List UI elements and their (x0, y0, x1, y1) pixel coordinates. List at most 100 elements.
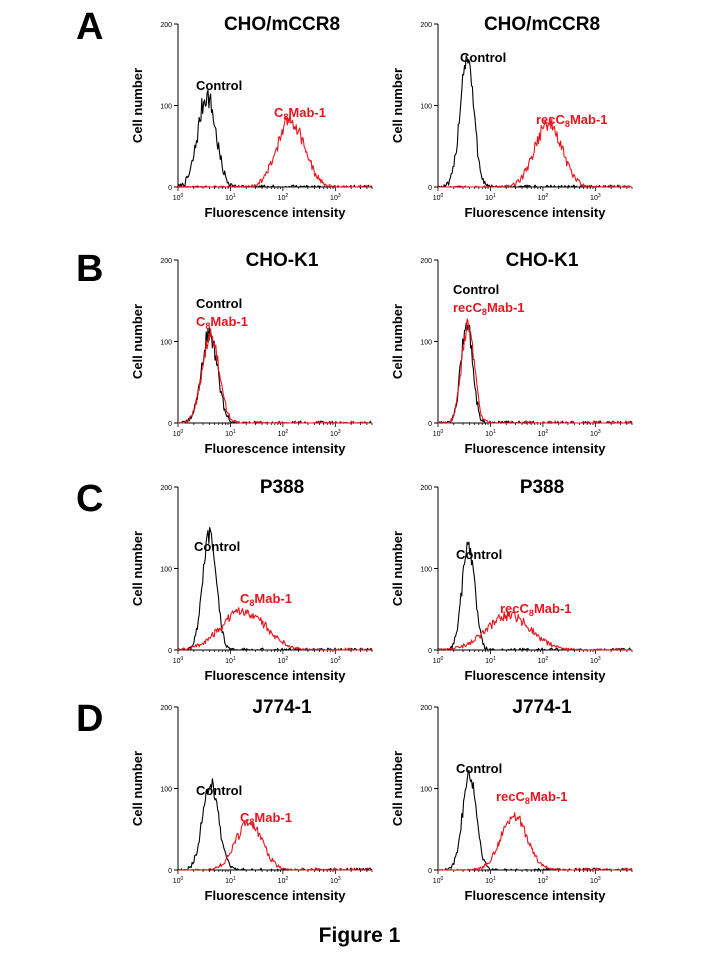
y-tick-label: 200 (420, 258, 432, 265)
x-tick-label: 101 (225, 656, 236, 665)
x-tick-label: 100 (173, 429, 184, 438)
legend-antibody: recC8Mab-1 (496, 789, 568, 806)
series-line-antibody (438, 318, 633, 424)
legend-control: Control (196, 296, 242, 311)
x-axis-label: Fluorescence intensity (465, 441, 607, 456)
y-tick-label: 200 (160, 705, 172, 712)
y-axis-label: Cell number (130, 751, 145, 826)
y-tick-label: 200 (420, 705, 432, 712)
x-tick-label: 101 (485, 876, 496, 885)
x-axis-label: Fluorescence intensity (205, 888, 347, 903)
x-tick-label: 100 (173, 193, 184, 202)
x-tick-label: 101 (485, 656, 496, 665)
legend-antibody: C8Mab-1 (240, 810, 292, 827)
series-line-antibody (178, 328, 372, 424)
series-line-antibody (438, 812, 633, 871)
y-axis-label: Cell number (130, 68, 145, 143)
y-tick-label: 0 (168, 868, 172, 875)
chart-title: CHO/mCCR8 (484, 14, 600, 35)
x-tick-label: 103 (330, 876, 341, 885)
x-tick-label: 102 (538, 656, 549, 665)
histogram-d-right: 0 100 200 100 101 102 103 Fluorescence intensit… (360, 693, 660, 923)
x-axis-label: Fluorescence intensity (205, 441, 347, 456)
y-tick-label: 0 (168, 421, 172, 428)
chart-title: J774-1 (252, 697, 312, 718)
legend-antibody: C8Mab-1 (240, 591, 292, 608)
series-line-control (438, 322, 633, 424)
y-axis-label: Cell number (130, 304, 145, 379)
x-tick-label: 100 (173, 656, 184, 665)
legend-control: Control (460, 50, 506, 65)
y-tick-label: 200 (160, 22, 172, 29)
panel-letter-d: D (76, 698, 104, 740)
series-line-antibody (177, 607, 373, 651)
panel-letter-c: C (76, 478, 104, 520)
y-tick-label: 100 (160, 104, 172, 111)
x-tick-label: 102 (278, 876, 289, 885)
histogram-c-left: 0 100 200 100 101 102 103 Fluorescence intensit… (100, 473, 400, 703)
x-tick-label: 102 (538, 876, 549, 885)
panel-letter-b: B (76, 248, 104, 290)
y-axis-label: Cell number (130, 531, 145, 606)
series-line-control (437, 55, 632, 188)
legend-antibody: recC8Mab-1 (453, 300, 525, 317)
chart-title: J774-1 (512, 697, 572, 718)
y-tick-label: 0 (428, 185, 432, 192)
y-tick-label: 200 (420, 22, 432, 29)
histogram-a-right: 0 100 200 100 101 102 103 Fluorescence intensit… (360, 10, 660, 240)
x-axis-label: Fluorescence intensity (205, 205, 347, 220)
x-tick-label: 103 (330, 193, 341, 202)
chart-title: P388 (260, 477, 304, 498)
x-tick-label: 103 (330, 656, 341, 665)
x-tick-label: 102 (538, 429, 549, 438)
y-tick-label: 100 (420, 340, 432, 347)
legend-control: Control (456, 761, 502, 776)
y-tick-label: 100 (160, 567, 172, 574)
y-axis-label: Cell number (390, 751, 405, 826)
x-tick-label: 102 (278, 656, 289, 665)
y-axis-label: Cell number (390, 68, 405, 143)
x-axis-label: Fluorescence intensity (205, 668, 347, 683)
x-tick-label: 100 (433, 656, 444, 665)
y-tick-label: 100 (420, 787, 432, 794)
series-line-antibody (177, 113, 373, 188)
y-tick-label: 200 (160, 258, 172, 265)
histogram-d-left: 0 100 200 100 101 102 103 Fluorescence intensit… (100, 693, 400, 923)
legend-antibody: C8Mab-1 (196, 314, 248, 331)
panel-letter-a: A (76, 6, 104, 48)
y-tick-label: 200 (420, 485, 432, 492)
x-tick-label: 100 (173, 876, 184, 885)
y-tick-label: 100 (160, 340, 172, 347)
legend-antibody: C8Mab-1 (274, 105, 326, 122)
y-tick-label: 0 (428, 868, 432, 875)
legend-control: Control (196, 783, 242, 798)
legend-control: Control (194, 539, 240, 554)
y-tick-label: 0 (168, 648, 172, 655)
y-tick-label: 100 (420, 104, 432, 111)
y-axis-label: Cell number (390, 304, 405, 379)
y-tick-label: 0 (428, 421, 432, 428)
y-axis-label: Cell number (390, 531, 405, 606)
series-line-control (438, 769, 633, 871)
y-tick-label: 100 (160, 787, 172, 794)
chart-title: CHO-K1 (246, 250, 319, 271)
histogram-c-right: 0 100 200 100 101 102 103 Fluorescence intensit… (360, 473, 660, 703)
x-tick-label: 103 (590, 656, 601, 665)
series-line-control (177, 327, 373, 424)
histogram-b-right: 0 100 200 100 101 102 103 Fluorescence intensit… (360, 246, 660, 476)
series-line-antibody (178, 819, 372, 871)
x-tick-label: 101 (225, 876, 236, 885)
histogram-a-left: 0 100 200 100 101 102 103 Fluorescence intensit… (100, 10, 400, 240)
legend-control: Control (456, 547, 502, 562)
series-line-antibody (437, 610, 632, 651)
x-tick-label: 103 (590, 429, 601, 438)
x-axis-label: Fluorescence intensity (465, 668, 607, 683)
legend-control: Control (453, 282, 499, 297)
x-tick-label: 100 (433, 193, 444, 202)
